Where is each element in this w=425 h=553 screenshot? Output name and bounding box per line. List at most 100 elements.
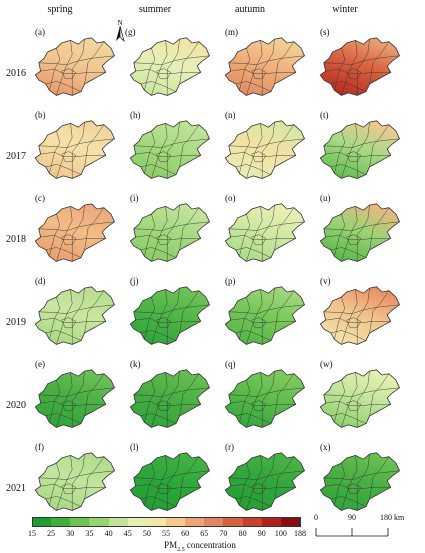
panel-letter: (t) bbox=[320, 110, 329, 120]
pm25-map-autumn-2021 bbox=[224, 452, 305, 511]
district-border bbox=[323, 470, 400, 480]
season-header-autumn: autumn bbox=[235, 4, 265, 15]
district-border bbox=[235, 247, 272, 258]
district-border bbox=[323, 55, 400, 65]
pm25-map-autumn-2016 bbox=[224, 37, 305, 96]
year-label-2017: 2017 bbox=[6, 151, 26, 162]
district-border bbox=[334, 131, 346, 174]
pm25-map-winter-2020 bbox=[319, 369, 400, 428]
pm25-map-spring-2021 bbox=[34, 452, 115, 511]
city-boundary bbox=[224, 286, 305, 345]
panel-letter: (q) bbox=[225, 359, 236, 369]
panel-letter: (i) bbox=[130, 193, 139, 203]
district-border bbox=[45, 330, 82, 341]
city-boundary bbox=[319, 452, 400, 511]
district-border bbox=[156, 151, 172, 163]
pm25-map-winter-2017 bbox=[319, 120, 400, 179]
legend-tick-label: 70 bbox=[219, 529, 228, 538]
scale-bar-label: 90 bbox=[348, 513, 356, 522]
district-border bbox=[45, 413, 82, 424]
district-border bbox=[330, 247, 367, 258]
district-border bbox=[61, 317, 77, 329]
pm25-map-autumn-2020 bbox=[224, 369, 305, 428]
district-border bbox=[133, 55, 210, 65]
pm25-map-autumn-2019 bbox=[224, 286, 305, 345]
district-border bbox=[251, 68, 267, 80]
legend-tick-label: 45 bbox=[123, 529, 132, 538]
district-border bbox=[133, 387, 210, 397]
district-border bbox=[334, 463, 346, 506]
pm25-map-summer-2017 bbox=[129, 120, 210, 179]
panel-letter: (r) bbox=[225, 442, 234, 452]
district-border bbox=[135, 483, 201, 489]
district-border bbox=[61, 68, 77, 80]
city-boundary bbox=[319, 369, 400, 428]
district-border bbox=[230, 483, 296, 489]
district-border bbox=[133, 304, 210, 314]
city-boundary bbox=[129, 452, 210, 511]
city-boundary bbox=[129, 286, 210, 345]
district-border bbox=[325, 400, 391, 406]
city-boundary bbox=[319, 286, 400, 345]
district-border bbox=[156, 483, 172, 495]
city-boundary bbox=[129, 203, 210, 262]
city-boundary bbox=[224, 452, 305, 511]
district-border bbox=[235, 496, 272, 507]
pm25-map-autumn-2017 bbox=[224, 120, 305, 179]
legend-tick-label: 188 bbox=[294, 529, 306, 538]
district-border bbox=[140, 164, 177, 175]
district-border bbox=[140, 496, 177, 507]
city-boundary bbox=[34, 286, 115, 345]
district-border bbox=[156, 234, 172, 246]
panel-letter: (v) bbox=[320, 276, 331, 286]
year-label-2019: 2019 bbox=[6, 317, 26, 328]
north-arrow-icon: N bbox=[116, 20, 125, 42]
district-border bbox=[228, 55, 305, 65]
pm25-map-summer-2020 bbox=[129, 369, 210, 428]
district-border bbox=[49, 380, 61, 423]
pm25-map-winter-2018 bbox=[319, 203, 400, 262]
district-border bbox=[45, 164, 82, 175]
panel-letter: (j) bbox=[130, 276, 139, 286]
panel-letter: (k) bbox=[130, 359, 141, 369]
north-label: N bbox=[117, 20, 122, 27]
district-border bbox=[230, 400, 296, 406]
legend-tick-label: 65 bbox=[200, 529, 209, 538]
city-boundary bbox=[129, 37, 210, 96]
pm25-map-summer-2019 bbox=[129, 286, 210, 345]
district-border bbox=[156, 317, 172, 329]
city-boundary bbox=[34, 37, 115, 96]
district-border bbox=[230, 234, 296, 240]
district-border bbox=[330, 164, 367, 175]
district-border bbox=[230, 317, 296, 323]
pm25-map-summer-2018 bbox=[129, 203, 210, 262]
legend-tick-label: 35 bbox=[85, 529, 94, 538]
district-border bbox=[45, 247, 82, 258]
district-border bbox=[228, 221, 305, 231]
legend-tick-label: 50 bbox=[142, 529, 151, 538]
legend-title-main: PM bbox=[164, 540, 178, 550]
district-border bbox=[144, 297, 156, 340]
district-border bbox=[330, 81, 367, 92]
district-border bbox=[228, 304, 305, 314]
district-border bbox=[330, 496, 367, 507]
district-border bbox=[334, 380, 346, 423]
district-border bbox=[323, 387, 400, 397]
city-boundary bbox=[224, 369, 305, 428]
city-boundary bbox=[224, 120, 305, 179]
district-border bbox=[133, 138, 210, 148]
district-border bbox=[156, 400, 172, 412]
city-boundary bbox=[34, 203, 115, 262]
panel-letter: (m) bbox=[225, 27, 238, 37]
season-header-summer: summer bbox=[138, 4, 172, 15]
legend-swatch bbox=[280, 517, 301, 527]
district-border bbox=[140, 81, 177, 92]
district-border bbox=[235, 164, 272, 175]
city-boundary bbox=[319, 120, 400, 179]
district-border bbox=[228, 470, 305, 480]
panel-letter: (w) bbox=[320, 359, 333, 369]
district-border bbox=[325, 68, 391, 74]
legend-tick-label: 80 bbox=[238, 529, 247, 538]
legend-tick-label: 30 bbox=[66, 529, 75, 538]
district-border bbox=[330, 413, 367, 424]
